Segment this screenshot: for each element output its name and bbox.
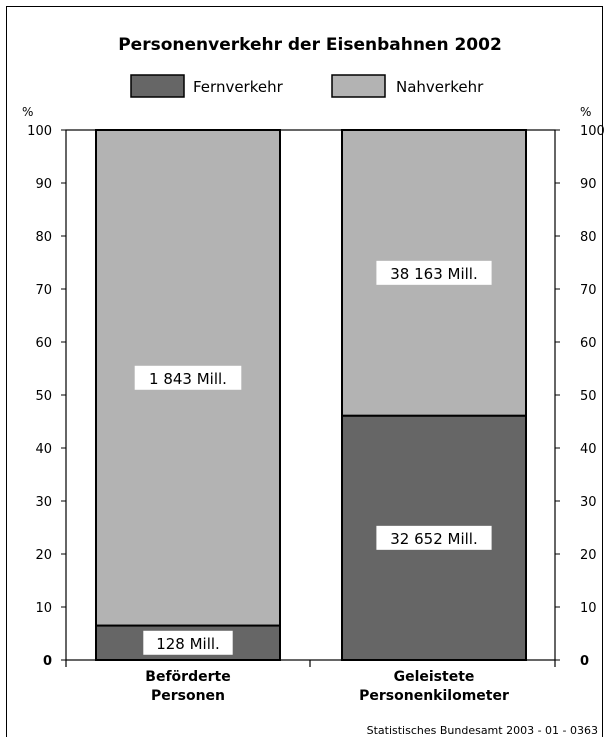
y-tick-label-right: 80	[580, 230, 597, 245]
y-tick-label-right: 100	[580, 124, 605, 139]
y-tick-label-left: 40	[35, 442, 52, 457]
data-label-box	[376, 525, 492, 550]
y-tick-label-left: 70	[35, 283, 52, 298]
data-label-box	[143, 630, 233, 655]
y-axis-unit-right: %	[580, 105, 591, 119]
data-label: 128 Mill.	[156, 635, 220, 653]
y-tick-label-left: 60	[35, 336, 52, 351]
legend-label-nahverkehr: Nahverkehr	[396, 78, 484, 96]
y-tick-label-left: 20	[35, 548, 52, 563]
legend: Fernverkehr Nahverkehr	[130, 74, 484, 98]
chart-title: Personenverkehr der Eisenbahnen 2002	[118, 35, 502, 55]
legend-swatch-nahverkehr	[331, 74, 386, 98]
data-label: 32 652 Mill.	[390, 530, 477, 548]
bars	[95, 129, 527, 662]
legend-label-fernverkehr: Fernverkehr	[193, 78, 284, 96]
data-label: 38 163 Mill.	[390, 265, 477, 283]
source-note: Statistisches Bundesamt 2003 - 01 - 0363	[367, 724, 598, 737]
chart-frame	[6, 6, 603, 737]
y-tick-label-left: 10	[35, 601, 52, 616]
data-label: 1 843 Mill.	[149, 370, 227, 388]
y-tick-label-right: 70	[580, 283, 597, 298]
y-tick-label-left: 30	[35, 495, 52, 510]
y-tick-label-right: 0	[580, 654, 589, 669]
y-axis-ticks: 0 0 10 10 20 20 30 30 40 40 50 50 60 60 70 70 80 80 90 90 10…	[27, 124, 605, 669]
y-tick-label-left: 0	[43, 654, 52, 669]
y-tick-label-left: 50	[35, 389, 52, 404]
data-label-box	[134, 365, 242, 390]
y-tick-label-right: 90	[580, 177, 597, 192]
y-tick-label-left: 100	[27, 124, 52, 139]
x-axis: Beförderte Personen Geleistete Personenkilo…	[65, 660, 556, 704]
y-tick-label-right: 40	[580, 442, 597, 457]
y-tick-label-left: 90	[35, 177, 52, 192]
y-tick-label-right: 60	[580, 336, 597, 351]
x-category-label: Personen	[151, 688, 225, 704]
y-tick-label-left: 80	[35, 230, 52, 245]
y-tick-label-right: 20	[580, 548, 597, 563]
y-tick-label-right: 50	[580, 389, 597, 404]
y-tick-label-right: 30	[580, 495, 597, 510]
x-category-label: Personenkilometer	[359, 688, 509, 704]
data-label-box	[376, 260, 492, 285]
x-category-label: Beförderte	[145, 669, 230, 685]
y-axis-unit-left: %	[22, 105, 33, 119]
data-labels: 128 Mill. 1 843 Mill. 32 652 Mill. 38 163 M…	[134, 260, 492, 655]
legend-swatch-fernverkehr	[130, 74, 185, 98]
x-category-label: Geleistete	[394, 669, 475, 685]
y-tick-label-right: 10	[580, 601, 597, 616]
